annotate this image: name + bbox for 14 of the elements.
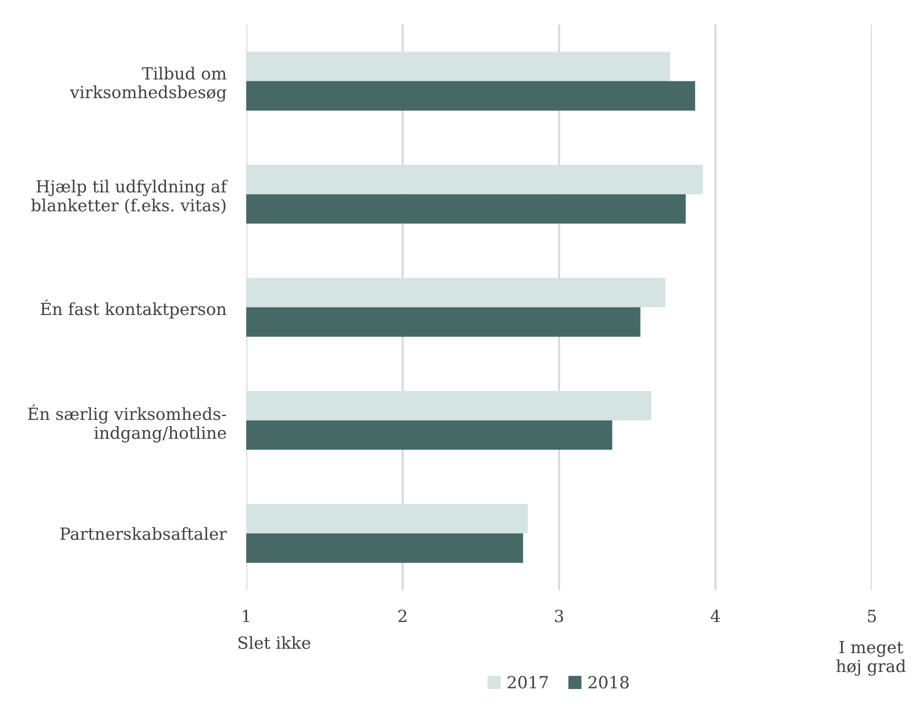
y-tick-label: Tilbud om virksomhedsbesøg [70, 66, 226, 102]
y-tick-label: Én fast kontaktperson [40, 300, 226, 318]
x-tick-label: 4 [710, 610, 720, 622]
legend-label: 2018 [588, 676, 629, 689]
y-tick-label: Hjælp til udfyldning af blanketter (f.eks. vitas) [31, 180, 228, 214]
text: I meget høj grad [836, 641, 906, 676]
y-tick-label: Partnerskabsaftaler [60, 527, 227, 540]
y-tick-label: Én særlig virksomheds- indgang/hotline [28, 404, 226, 442]
x-tick-label: 3 [555, 610, 564, 622]
x-tick-label: 2 [398, 610, 406, 622]
legend-label: 2017 [508, 676, 548, 689]
x-tick-label: 1 [242, 610, 250, 622]
x-tick-label: 5 [868, 610, 876, 622]
text: Slet ikke [238, 636, 310, 649]
